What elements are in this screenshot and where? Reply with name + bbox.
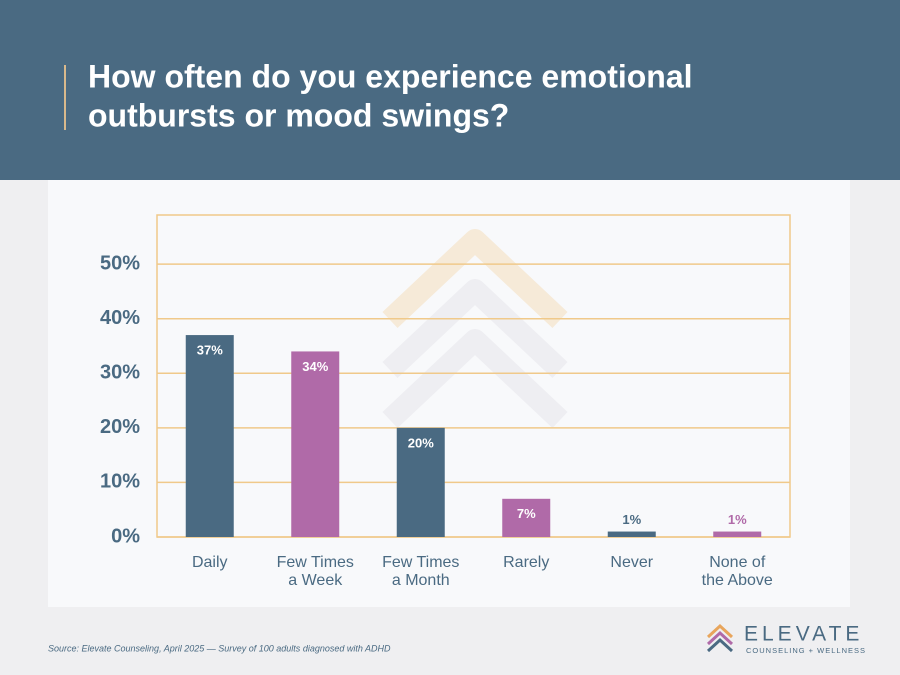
bar bbox=[607, 531, 656, 537]
watermark bbox=[382, 229, 568, 429]
bar bbox=[185, 335, 234, 537]
brand: ELEVATE bbox=[744, 623, 863, 646]
x-tick-label: the Above bbox=[702, 572, 773, 589]
y-tick-label: 20% bbox=[100, 416, 140, 438]
y-tick-label: 50% bbox=[100, 252, 140, 274]
value-label: 7% bbox=[517, 506, 536, 521]
x-tick-label: a Week bbox=[288, 572, 343, 589]
value-label: 20% bbox=[408, 435, 434, 450]
bar bbox=[291, 351, 340, 537]
x-tick-label: Never bbox=[610, 554, 653, 571]
x-tick-label: Daily bbox=[192, 554, 228, 571]
chart-title: outbursts or mood swings? bbox=[88, 97, 509, 133]
bar bbox=[396, 427, 445, 537]
x-tick-label: Rarely bbox=[503, 554, 549, 571]
header bbox=[0, 0, 900, 180]
x-tick-label: a Month bbox=[392, 572, 450, 589]
x-tick-label: Few Times bbox=[382, 554, 459, 571]
brand-sub: COUNSELING + WELLNESS bbox=[746, 646, 866, 655]
value-label: 1% bbox=[622, 512, 641, 527]
x-tick-label: Few Times bbox=[277, 554, 354, 571]
y-tick-label: 10% bbox=[100, 471, 140, 493]
logo-icon bbox=[706, 623, 734, 653]
y-tick-label: 40% bbox=[100, 307, 140, 329]
x-tick-label: None of bbox=[709, 554, 766, 571]
source: Source: Elevate Counseling, April 2025 —… bbox=[48, 643, 391, 653]
panel bbox=[48, 180, 850, 607]
chart-title: How often do you experience emotional bbox=[88, 58, 693, 94]
value-label: 1% bbox=[728, 512, 747, 527]
bar bbox=[713, 531, 762, 537]
value-label: 34% bbox=[302, 359, 328, 374]
bar bbox=[502, 498, 551, 537]
y-tick-label: 0% bbox=[111, 525, 140, 547]
value-label: 37% bbox=[197, 343, 223, 358]
y-tick-label: 30% bbox=[100, 362, 140, 384]
